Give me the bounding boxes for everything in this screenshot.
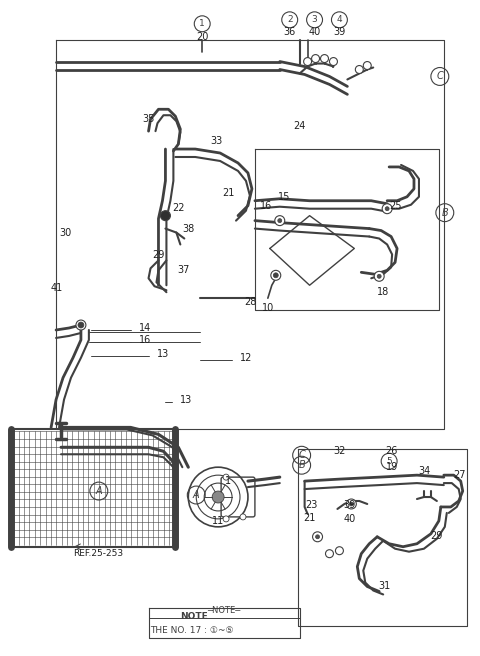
Circle shape xyxy=(271,270,281,280)
Text: THE NO. 17 : ①~⑤: THE NO. 17 : ①~⑤ xyxy=(151,626,234,635)
Text: REF.25-253: REF.25-253 xyxy=(73,549,123,558)
Text: 30: 30 xyxy=(59,228,71,237)
Text: 33: 33 xyxy=(210,136,222,146)
Text: 31: 31 xyxy=(378,581,390,592)
Circle shape xyxy=(363,62,371,70)
Text: 37: 37 xyxy=(177,265,190,276)
Text: C: C xyxy=(298,450,305,461)
Text: 29: 29 xyxy=(152,251,165,260)
Text: 20: 20 xyxy=(196,31,208,42)
Circle shape xyxy=(312,54,320,62)
Circle shape xyxy=(382,204,392,214)
Text: 5: 5 xyxy=(386,457,392,466)
Circle shape xyxy=(223,474,229,480)
Circle shape xyxy=(304,58,312,66)
Text: 29: 29 xyxy=(431,531,443,541)
Circle shape xyxy=(160,211,170,220)
Text: 2: 2 xyxy=(287,15,292,24)
Circle shape xyxy=(347,499,356,509)
Text: B: B xyxy=(298,461,305,470)
Circle shape xyxy=(78,322,84,328)
Text: 19: 19 xyxy=(386,462,398,472)
Circle shape xyxy=(223,516,229,522)
Text: 21: 21 xyxy=(222,188,234,198)
Text: 32: 32 xyxy=(333,446,346,457)
Text: 16: 16 xyxy=(139,335,151,345)
Text: 12: 12 xyxy=(240,353,252,363)
Text: C: C xyxy=(436,72,443,81)
Circle shape xyxy=(325,550,334,558)
Circle shape xyxy=(329,58,337,66)
Text: 26: 26 xyxy=(385,446,397,457)
Text: 16: 16 xyxy=(260,201,272,211)
Text: 1: 1 xyxy=(199,19,205,28)
Text: 3: 3 xyxy=(312,15,317,24)
Circle shape xyxy=(315,535,320,539)
Text: 22: 22 xyxy=(172,203,185,213)
Circle shape xyxy=(76,320,86,330)
Text: 39: 39 xyxy=(343,500,356,510)
Circle shape xyxy=(212,491,224,503)
Text: 40: 40 xyxy=(343,514,356,524)
Text: 10: 10 xyxy=(262,303,274,313)
Text: 38: 38 xyxy=(182,224,194,234)
Circle shape xyxy=(355,66,363,73)
Circle shape xyxy=(278,218,282,222)
Text: 15: 15 xyxy=(278,192,290,202)
Text: A: A xyxy=(96,486,102,496)
Text: 27: 27 xyxy=(453,470,465,480)
Text: 35: 35 xyxy=(143,114,155,124)
Text: 36: 36 xyxy=(284,27,296,37)
Circle shape xyxy=(377,274,381,278)
Text: 41: 41 xyxy=(51,283,63,293)
Text: 11: 11 xyxy=(212,516,224,526)
Text: 24: 24 xyxy=(293,121,306,131)
Text: NOTE: NOTE xyxy=(180,612,208,621)
Text: 18: 18 xyxy=(377,287,389,297)
Text: 39: 39 xyxy=(333,27,346,37)
Circle shape xyxy=(312,532,323,542)
Text: 34: 34 xyxy=(419,466,431,476)
Text: 40: 40 xyxy=(309,27,321,37)
Text: 13: 13 xyxy=(180,394,192,405)
Text: 21: 21 xyxy=(303,513,316,523)
Circle shape xyxy=(349,502,353,506)
Text: ─NOTE─: ─NOTE─ xyxy=(207,606,240,615)
Circle shape xyxy=(273,273,278,277)
Text: 1: 1 xyxy=(225,476,231,486)
Text: 4: 4 xyxy=(336,15,342,24)
Text: 28: 28 xyxy=(244,297,256,307)
Circle shape xyxy=(374,272,384,281)
Circle shape xyxy=(385,207,389,211)
Text: 13: 13 xyxy=(156,349,169,359)
Text: A: A xyxy=(193,490,200,500)
Text: 23: 23 xyxy=(305,500,318,510)
Circle shape xyxy=(275,216,285,226)
Text: B: B xyxy=(442,208,448,218)
Circle shape xyxy=(321,54,328,62)
Text: 25: 25 xyxy=(389,201,402,211)
Text: 14: 14 xyxy=(139,323,151,333)
Circle shape xyxy=(336,546,343,555)
Circle shape xyxy=(240,514,246,520)
